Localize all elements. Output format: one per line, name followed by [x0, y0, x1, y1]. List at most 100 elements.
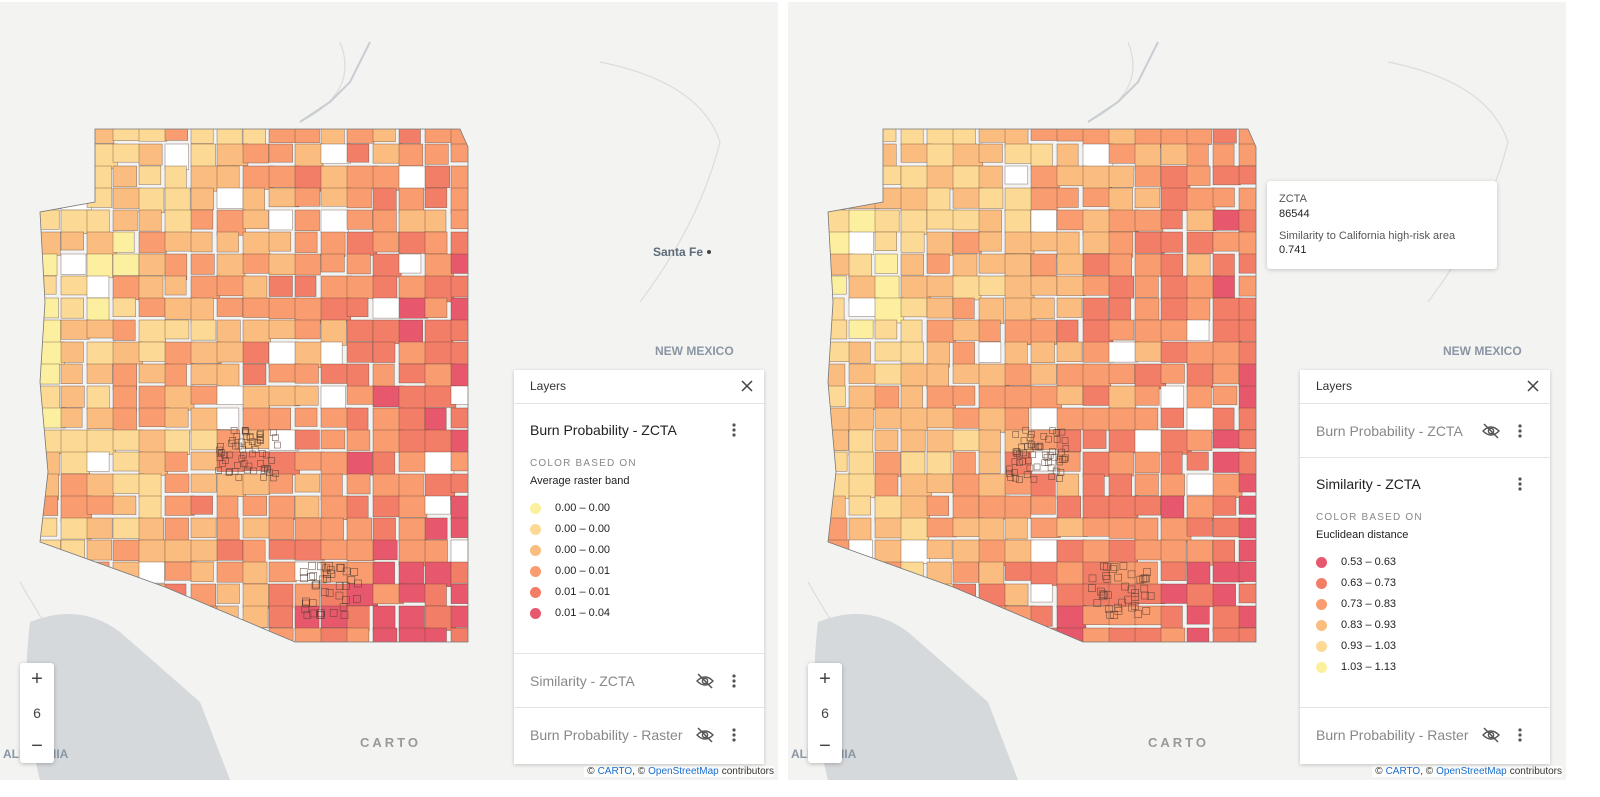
urban-zcta [1131, 589, 1140, 597]
zcta-area [112, 319, 136, 341]
urban-zcta [1056, 458, 1063, 466]
zcta-area [1238, 561, 1256, 582]
zcta-area [164, 473, 190, 493]
attribution-link[interactable]: OpenStreetMap [1436, 766, 1507, 777]
zcta-area [268, 407, 291, 430]
urban-zcta [1119, 562, 1128, 570]
visibility-toggle[interactable] [695, 673, 715, 689]
zcta-area [190, 231, 213, 253]
legend-swatch [1316, 556, 1327, 568]
layer-name[interactable]: Similarity - ZCTA [1316, 476, 1421, 492]
visibility-toggle[interactable] [1481, 423, 1501, 439]
zcta-area [450, 407, 468, 429]
zcta-area [190, 451, 219, 471]
urban-zcta [1062, 445, 1070, 452]
layer-name[interactable]: Burn Probability - Raster [530, 727, 683, 743]
zoom-out[interactable]: − [31, 734, 43, 757]
zcta-area [900, 341, 924, 364]
visibility-toggle[interactable] [1481, 727, 1501, 743]
zcta-area [1134, 209, 1164, 232]
close-button[interactable] [1526, 379, 1540, 393]
color-based-on: COLOR BASED ON [1316, 512, 1423, 523]
urban-zcta [1048, 473, 1056, 480]
zcta-area [874, 495, 903, 522]
urban-zcta [319, 575, 327, 584]
zcta-area [268, 341, 298, 368]
zcta-area [398, 129, 421, 144]
attribution-link[interactable]: CARTO [597, 766, 633, 777]
zcta-area [952, 385, 976, 406]
zcta-area [1082, 275, 1114, 296]
zcta-area [1134, 341, 1162, 362]
zcta-area [1082, 319, 1114, 343]
zcta-area [242, 231, 270, 258]
zcta-area [346, 341, 373, 363]
legend-item: 1.03 – 1.13 [1316, 661, 1396, 673]
zcta-area [216, 363, 240, 390]
zcta-area [1108, 495, 1139, 519]
zoom-in[interactable]: + [31, 668, 43, 691]
attribution-link[interactable]: OpenStreetMap [648, 766, 719, 777]
zcta-area [346, 605, 370, 632]
eye-slash [1483, 727, 1499, 743]
zcta-area [1160, 363, 1185, 384]
zcta-area [112, 297, 136, 318]
urban-zcta [1019, 458, 1027, 465]
layers-title: Layers [530, 379, 567, 393]
more-button[interactable] [1513, 423, 1527, 439]
layer-name[interactable]: Burn Probability - Raster [1316, 727, 1469, 743]
urban-zcta [329, 609, 338, 617]
zcta-area [1030, 319, 1057, 345]
zcta-area [346, 363, 370, 388]
more-button[interactable] [727, 422, 741, 438]
urban-zcta [309, 609, 317, 618]
zcta-area [1212, 129, 1237, 144]
zoom-in[interactable]: + [819, 668, 831, 691]
zcta-area [900, 165, 929, 193]
zcta-area [450, 253, 468, 274]
urban-zcta [272, 434, 279, 441]
zcta-area [874, 385, 900, 411]
zcta-area [1082, 143, 1114, 169]
urban-zcta [259, 450, 266, 457]
zcta-area [874, 517, 902, 539]
zcta-area [190, 561, 214, 582]
zcta-area [268, 209, 293, 231]
zoom-out[interactable]: − [819, 734, 831, 757]
urban-zcta [1016, 476, 1023, 483]
zcta-area [398, 605, 425, 631]
zcta-area [242, 363, 267, 385]
visibility-toggle[interactable] [695, 727, 715, 743]
legend-label: 0.00 – 0.00 [555, 502, 611, 514]
more-button[interactable] [727, 727, 741, 743]
attribution-text: contributors [721, 766, 774, 777]
urban-zcta [1033, 463, 1041, 471]
zcta-area [926, 451, 952, 477]
zcta-area [1004, 253, 1032, 279]
zcta-area [294, 297, 324, 324]
layer-name[interactable]: Burn Probability - ZCTA [1316, 423, 1463, 439]
more-button[interactable] [1513, 476, 1527, 492]
zcta-area [320, 165, 349, 191]
close-button[interactable] [740, 379, 754, 393]
layer-name[interactable]: Burn Probability - ZCTA [530, 422, 677, 438]
zcta-area [848, 253, 873, 280]
more-button[interactable] [1513, 727, 1527, 743]
zcta-area [1030, 231, 1059, 252]
zcta-area [1238, 473, 1256, 493]
zcta-area [216, 275, 248, 297]
urban-zcta [226, 468, 233, 475]
attribution-link[interactable]: CARTO [1385, 766, 1421, 777]
zcta-area [926, 385, 956, 412]
zcta-area [294, 363, 319, 384]
layer-name[interactable]: Similarity - ZCTA [530, 673, 635, 689]
urban-zcta [216, 450, 224, 457]
zcta-area [190, 165, 218, 192]
zcta-area [1160, 253, 1184, 278]
zcta-area [190, 539, 218, 562]
tooltip: ZCTA 86544 Similarity to California high-r… [1267, 181, 1497, 269]
urban-zcta [225, 469, 233, 476]
zcta-area [1186, 473, 1216, 496]
more-button[interactable] [727, 673, 741, 689]
zcta-area [398, 451, 428, 472]
